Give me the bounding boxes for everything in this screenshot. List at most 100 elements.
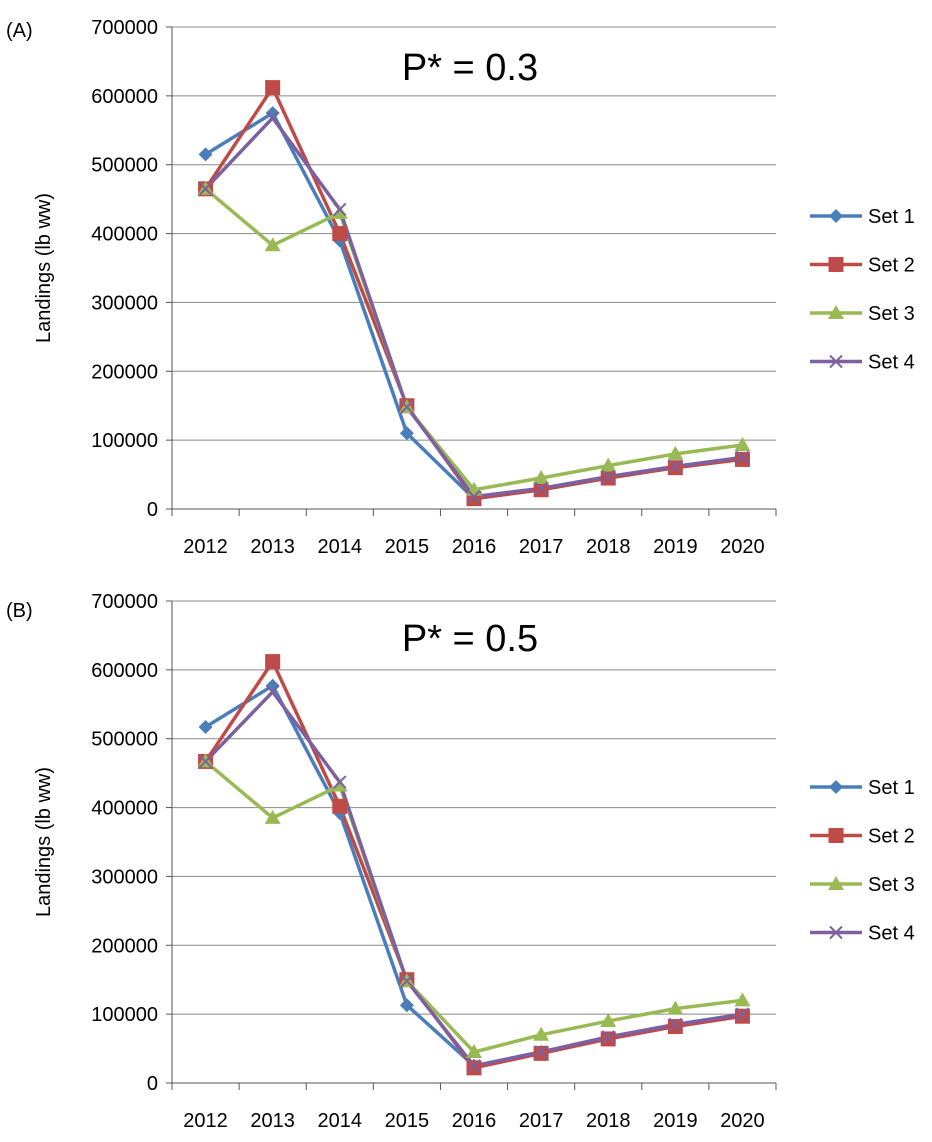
data-point <box>734 451 750 467</box>
y-tick-label: 0 <box>147 499 158 521</box>
series-line <box>204 85 743 501</box>
series-line <box>204 683 743 1068</box>
data-point <box>399 998 414 1013</box>
x-tick-label: 2014 <box>318 536 363 558</box>
x-tick-label: 2017 <box>519 1110 564 1132</box>
data-point <box>198 754 213 769</box>
data-point <box>667 1019 683 1035</box>
data-point <box>734 436 751 451</box>
y-tick-label: 700000 <box>91 17 158 39</box>
series-line <box>204 760 743 1054</box>
data-point <box>667 445 684 460</box>
series-line <box>204 111 743 501</box>
legend-marker <box>829 925 843 940</box>
chart-panel: 0 100000 200000 300000 400000 500000 600000 700… <box>6 17 915 558</box>
data-point <box>467 489 481 504</box>
legend-marker <box>828 876 844 890</box>
legend-marker <box>829 780 843 794</box>
x-tick-label: 2019 <box>653 1110 698 1132</box>
data-point <box>331 777 348 792</box>
data-point <box>332 798 348 814</box>
x-tick-label: 2016 <box>452 536 497 558</box>
chart-panel: 0 100000 200000 300000 400000 500000 600000 700… <box>6 591 915 1132</box>
annotation: P* = 0.3 <box>402 47 538 89</box>
legend-label: Set 2 <box>868 255 915 277</box>
x-tick-label: 2020 <box>720 1110 765 1132</box>
x-tick-label: 2013 <box>250 1110 295 1132</box>
y-tick-label: 500000 <box>91 155 158 177</box>
legend-marker <box>828 828 844 843</box>
y-tick-label: 100000 <box>91 430 158 452</box>
y-tick-label: 400000 <box>91 224 158 246</box>
y-tick-label: 400000 <box>91 798 158 820</box>
legend: Set 1 Set 2 Set 3 Set 4 <box>810 206 915 374</box>
legend-marker <box>828 305 844 319</box>
legend-marker <box>829 354 843 369</box>
data-point <box>667 1000 684 1015</box>
y-axis-label: Landings (lb ww) <box>33 193 55 343</box>
legend-marker <box>828 257 844 272</box>
data-point <box>534 1045 548 1059</box>
panel-label: (A) <box>6 20 33 42</box>
x-tick-label: 2018 <box>586 536 631 558</box>
data-point <box>668 1017 683 1032</box>
x-tick-label: 2017 <box>519 536 564 558</box>
y-tick-label: 0 <box>147 1073 158 1095</box>
x-tick-label: 2012 <box>183 536 228 558</box>
x-tick-label: 2013 <box>250 536 295 558</box>
data-point <box>264 809 281 824</box>
data-point <box>735 1007 750 1021</box>
y-tick-label: 600000 <box>91 86 158 108</box>
data-point <box>333 775 347 789</box>
data-point <box>466 1044 482 1059</box>
data-point <box>601 469 615 484</box>
data-point <box>198 720 213 735</box>
legend-marker <box>829 209 843 223</box>
data-point <box>533 470 550 485</box>
y-tick-label: 600000 <box>91 660 158 682</box>
x-tick-label: 2012 <box>183 1110 228 1132</box>
x-tick-label: 2015 <box>385 536 430 558</box>
data-point <box>466 1060 482 1076</box>
data-point <box>265 685 280 699</box>
data-point <box>332 226 348 242</box>
data-point <box>734 992 751 1007</box>
legend-label: Set 3 <box>868 303 915 325</box>
data-point <box>601 1030 615 1044</box>
data-point <box>467 1059 481 1073</box>
data-point <box>533 1026 550 1041</box>
legend: Set 1 Set 2 Set 3 Set 4 <box>810 777 915 945</box>
x-tick-label: 2018 <box>586 1110 631 1132</box>
x-tick-label: 2020 <box>720 536 765 558</box>
data-point <box>198 182 213 196</box>
x-tick-label: 2019 <box>653 536 698 558</box>
data-point <box>600 1013 617 1028</box>
x-tick-label: 2015 <box>385 1110 430 1132</box>
legend-label: Set 2 <box>868 826 915 848</box>
y-tick-label: 300000 <box>91 866 158 888</box>
data-point <box>534 481 548 496</box>
x-tick-label: 2014 <box>318 1110 363 1132</box>
annotation: P* = 0.5 <box>402 618 538 660</box>
data-point <box>734 1008 750 1024</box>
y-tick-label: 200000 <box>91 361 158 383</box>
data-point <box>264 237 281 252</box>
legend-label: Set 1 <box>868 206 915 228</box>
data-point <box>198 147 213 162</box>
data-point <box>400 400 414 414</box>
y-tick-label: 500000 <box>91 729 158 751</box>
data-point <box>331 204 348 219</box>
legend-label: Set 4 <box>868 923 915 945</box>
y-tick-label: 100000 <box>91 1004 158 1026</box>
data-point <box>333 202 347 217</box>
data-point <box>265 80 281 96</box>
panel-label: (B) <box>6 600 33 622</box>
legend-label: Set 3 <box>868 874 915 896</box>
data-point <box>600 1031 616 1047</box>
y-axis-label: Landings (lb ww) <box>33 767 55 917</box>
legend-label: Set 1 <box>868 777 915 799</box>
data-point <box>600 457 617 472</box>
data-point <box>399 426 414 441</box>
data-point <box>265 111 280 125</box>
